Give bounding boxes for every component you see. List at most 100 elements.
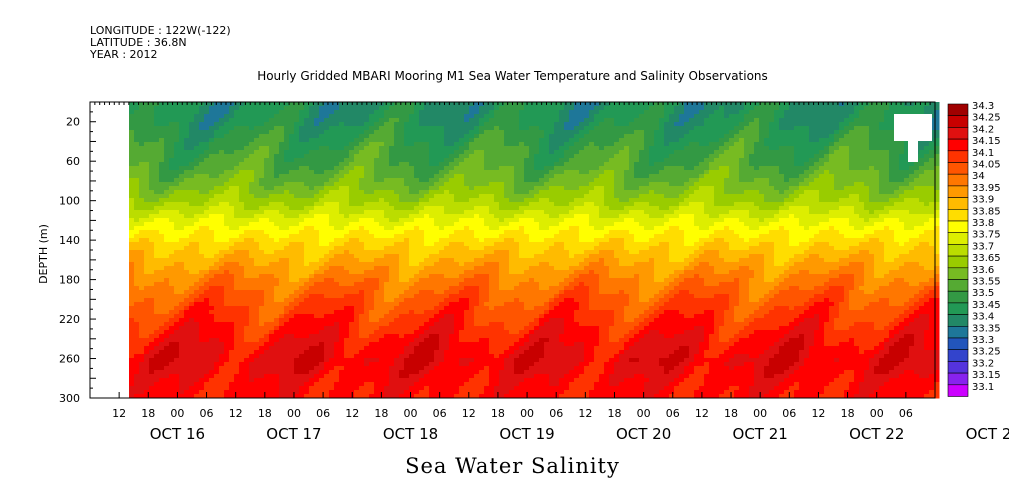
heatmap-cell [404, 246, 410, 251]
heatmap-cell [429, 154, 435, 159]
heatmap-cell [254, 306, 260, 311]
heatmap-cell [379, 354, 385, 359]
heatmap-cell [459, 354, 465, 359]
heatmap-cell [394, 334, 400, 339]
heatmap-cell [214, 226, 220, 231]
heatmap-cell [369, 146, 375, 151]
heatmap-cell [179, 134, 185, 139]
heatmap-cell [459, 150, 465, 155]
heatmap-cell [259, 206, 265, 211]
heatmap-cell [354, 206, 360, 211]
heatmap-cell [334, 246, 340, 251]
heatmap-cell [194, 354, 200, 359]
heatmap-cell [369, 306, 375, 311]
heatmap-cell [314, 122, 320, 127]
heatmap-cell [189, 362, 195, 367]
heatmap-cell [204, 138, 210, 143]
heatmap-cell [429, 346, 435, 351]
heatmap-cell [309, 326, 315, 331]
heatmap-cell [274, 282, 280, 287]
heatmap-cell [304, 110, 310, 115]
heatmap-cell [379, 202, 385, 207]
heatmap-cell [254, 374, 260, 379]
heatmap-cell [169, 214, 175, 219]
heatmap-cell [229, 294, 235, 299]
heatmap-cell [279, 178, 285, 183]
heatmap-cell [269, 314, 275, 319]
heatmap-cell [154, 250, 160, 255]
heatmap-cell [374, 262, 380, 267]
heatmap-cell [324, 146, 330, 151]
heatmap-cell [364, 318, 370, 323]
heatmap-cell [344, 170, 350, 175]
heatmap-cell [159, 302, 165, 307]
heatmap-cell [169, 394, 175, 399]
heatmap-cell [214, 234, 220, 239]
heatmap-cell [169, 350, 175, 355]
heatmap-cell [169, 202, 175, 207]
heatmap-cell [404, 234, 410, 239]
heatmap-cell [409, 142, 415, 147]
heatmap-cell [179, 270, 185, 275]
heatmap-cell [454, 102, 460, 107]
heatmap-cell [394, 242, 400, 247]
heatmap-cell [309, 374, 315, 379]
heatmap-cell [169, 342, 175, 347]
heatmap-cell [299, 258, 305, 263]
heatmap-cell [214, 106, 220, 111]
heatmap-cell [199, 326, 205, 331]
heatmap-cell [414, 222, 420, 227]
heatmap-cell [449, 222, 455, 227]
heatmap-cell [184, 266, 190, 271]
heatmap-cell [264, 314, 270, 319]
heatmap-cell [394, 314, 400, 319]
heatmap-cell [404, 262, 410, 267]
heatmap-cell [289, 374, 295, 379]
heatmap-cell [344, 162, 350, 167]
heatmap-cell [159, 330, 165, 335]
heatmap-cell [224, 142, 230, 147]
heatmap-cell [409, 110, 415, 115]
heatmap-cell [349, 334, 355, 339]
heatmap-cell [359, 146, 365, 151]
heatmap-cell [454, 334, 460, 339]
heatmap-cell [374, 318, 380, 323]
heatmap-cell [314, 198, 320, 203]
heatmap-cell [194, 230, 200, 235]
heatmap-cell [314, 114, 320, 119]
heatmap-cell [269, 158, 275, 163]
heatmap-cell [464, 126, 470, 131]
heatmap-cell [249, 286, 255, 291]
heatmap-cell [304, 242, 310, 247]
heatmap-cell [384, 386, 390, 391]
heatmap-cell [179, 122, 185, 127]
heatmap-cell [264, 210, 270, 215]
heatmap-cell [264, 274, 270, 279]
heatmap-cell [264, 378, 270, 383]
heatmap-cell [394, 354, 400, 359]
heatmap-cell [399, 106, 405, 111]
heatmap-cell [374, 266, 380, 271]
heatmap-cell [409, 322, 415, 327]
heatmap-cell [304, 182, 310, 187]
heatmap-cell [304, 350, 310, 355]
heatmap-cell [259, 182, 265, 187]
heatmap-cell [434, 250, 440, 255]
heatmap-cell [259, 158, 265, 163]
heatmap-cell [189, 334, 195, 339]
heatmap-cell [439, 306, 445, 311]
heatmap-cell [304, 130, 310, 135]
heatmap-cell [129, 214, 135, 219]
heatmap-cell [329, 238, 335, 243]
heatmap-cell [134, 342, 140, 347]
heatmap-cell [334, 118, 340, 123]
heatmap-cell [424, 266, 430, 271]
heatmap-cell [404, 114, 410, 119]
heatmap-cell [374, 298, 380, 303]
heatmap-cell [264, 342, 270, 347]
heatmap-cell [284, 306, 290, 311]
heatmap-cell [379, 270, 385, 275]
heatmap-cell [224, 326, 230, 331]
heatmap-cell [179, 154, 185, 159]
heatmap-cell [424, 202, 430, 207]
